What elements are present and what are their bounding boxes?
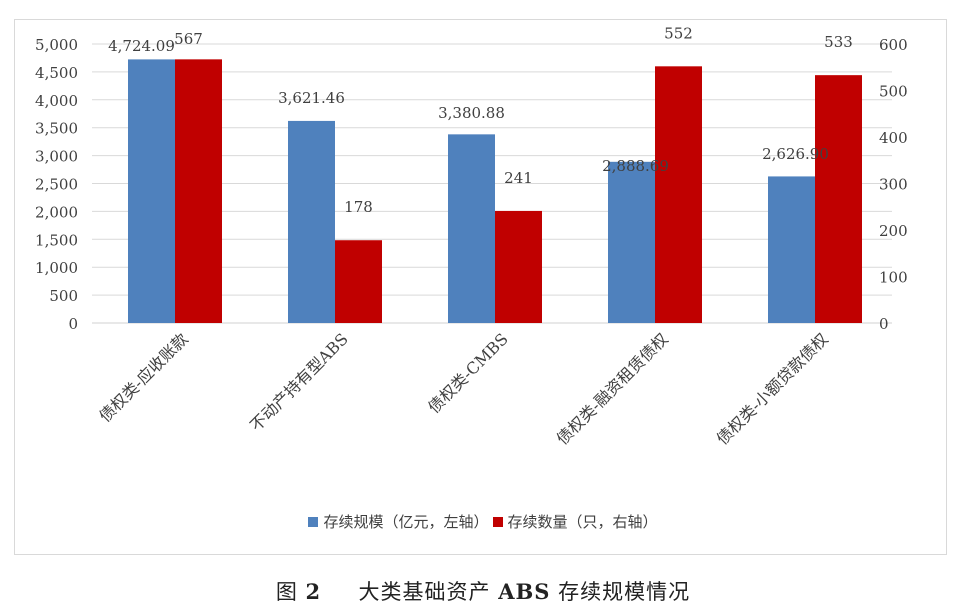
data-labels: 4,724.09 567 3,621.46 178 3,380.88 241 2,888.6…: [108, 24, 853, 216]
bar-scale[interactable]: [128, 59, 175, 323]
data-label-count: 533: [824, 33, 853, 51]
figure-caption: 图 2 大类基础资产 ABS 存续规模情况: [0, 576, 966, 606]
left-tick-label: 1,500: [35, 231, 78, 249]
caption-text-after: 存续规模情况: [558, 580, 691, 604]
bar-count[interactable]: [175, 59, 222, 323]
data-label-scale: 3,621.46: [278, 89, 345, 107]
left-tick-label: 5,000: [35, 36, 78, 54]
left-tick-label: 4,500: [35, 64, 78, 82]
legend-label-scale: 存续规模（亿元，左轴）: [323, 513, 489, 531]
gridlines: [92, 43, 892, 324]
bar-count[interactable]: [655, 66, 702, 323]
right-tick-label: 200: [879, 222, 908, 240]
right-tick-label: 400: [879, 129, 908, 147]
x-category-label: 债权类-小额贷款债权: [713, 329, 832, 448]
bar-scale[interactable]: [288, 120, 335, 323]
right-tick-label: 500: [879, 83, 908, 101]
data-label-scale: 2,626.90: [762, 145, 829, 163]
data-label-count: 552: [664, 24, 693, 42]
left-tick-label: 3,500: [35, 120, 78, 138]
data-label-scale: 3,380.88: [438, 104, 505, 122]
caption-text-before: 大类基础资产: [358, 580, 491, 604]
x-category-label: 债权类-CMBS: [424, 329, 512, 417]
caption-number: 2: [305, 579, 322, 604]
legend-swatch-red: [492, 516, 503, 527]
right-tick-label: 0: [879, 315, 889, 333]
x-category-label: 债权类-应收账款: [95, 329, 191, 425]
left-tick-label: 0: [68, 315, 78, 333]
caption-abs: ABS: [498, 579, 551, 604]
legend: 存续规模（亿元，左轴） 存续数量（只，右轴）: [0, 511, 966, 532]
data-label-count: 241: [504, 169, 533, 187]
bar-count[interactable]: [495, 210, 542, 323]
x-axis-categories: 债权类-应收账款 不动产持有型ABS 债权类-CMBS 债权类-融资租赁债权 债权类-小…: [95, 329, 831, 448]
left-tick-label: 3,000: [35, 148, 78, 166]
left-tick-label: 1,000: [35, 259, 78, 277]
bars: [128, 59, 862, 323]
data-label-count: 567: [174, 30, 203, 48]
bar-count[interactable]: [335, 240, 382, 323]
legend-label-count: 存续数量（只，右轴）: [507, 513, 658, 531]
right-tick-label: 300: [879, 176, 908, 194]
x-category-label: 债权类-融资租赁债权: [553, 329, 672, 448]
legend-swatch-blue: [308, 516, 319, 527]
data-label-scale: 4,724.09: [108, 37, 175, 55]
legend-item-count[interactable]: 存续数量（只，右轴）: [492, 511, 658, 532]
left-tick-label: 2,000: [35, 203, 78, 221]
data-label-scale: 2,888.69: [602, 157, 669, 175]
x-category-label: 不动产持有型ABS: [246, 329, 352, 435]
bar-count[interactable]: [815, 75, 862, 323]
data-label-count: 178: [344, 198, 373, 216]
bar-scale[interactable]: [768, 176, 815, 323]
bar-scale[interactable]: [608, 161, 655, 323]
legend-item-scale[interactable]: 存续规模（亿元，左轴）: [308, 511, 489, 532]
right-tick-label: 600: [879, 36, 908, 54]
right-y-axis: 0 100 200 300 400 500 600: [879, 36, 908, 333]
caption-prefix: 图: [275, 580, 298, 604]
bar-scale[interactable]: [448, 134, 495, 323]
left-tick-label: 4,000: [35, 92, 78, 110]
right-tick-label: 100: [879, 269, 908, 287]
left-y-axis: 0 500 1,000 1,500 2,000 2,500 3,000 3,500 4,000 4…: [35, 36, 78, 333]
left-tick-label: 500: [49, 287, 78, 305]
left-tick-label: 2,500: [35, 176, 78, 194]
